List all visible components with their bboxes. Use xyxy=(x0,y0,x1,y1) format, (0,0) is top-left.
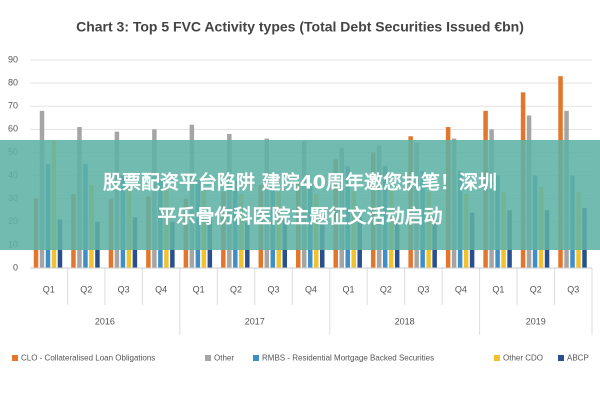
x-tick-label: Q1 xyxy=(342,284,354,294)
x-tick-label: Q3 xyxy=(268,284,280,294)
x-tick-label: Q1 xyxy=(492,284,504,294)
x-tick-label: Q3 xyxy=(567,284,579,294)
banner xyxy=(0,140,600,250)
legend-label: ABCP xyxy=(567,354,589,363)
legend-swatch xyxy=(12,355,18,361)
legend-swatch xyxy=(253,355,259,361)
y-tick-label: 60 xyxy=(8,124,18,134)
x-tick-label: Q2 xyxy=(530,284,542,294)
year-label: 2016 xyxy=(95,316,115,326)
x-tick-label: Q1 xyxy=(193,284,205,294)
legend-swatch xyxy=(494,355,500,361)
x-tick-label: Q1 xyxy=(43,284,55,294)
x-tick-label: Q4 xyxy=(455,284,467,294)
x-tick-label: Q2 xyxy=(380,284,392,294)
x-tick-label: Q4 xyxy=(155,284,167,294)
y-tick-label: 90 xyxy=(8,54,18,64)
banner-text: 股票配资平台陷阱 建院40周年邀您执笔！深圳 xyxy=(103,171,497,194)
y-tick-label: 70 xyxy=(8,101,18,111)
x-tick-label: Q3 xyxy=(118,284,130,294)
x-tick-label: Q2 xyxy=(80,284,92,294)
y-tick-label: 0 xyxy=(13,262,18,272)
x-tick-label: Q4 xyxy=(305,284,317,294)
year-label: 2019 xyxy=(526,316,546,326)
legend-swatch xyxy=(205,355,211,361)
chart-title: Chart 3: Top 5 FVC Activity types (Total… xyxy=(76,19,524,35)
year-label: 2017 xyxy=(245,316,265,326)
legend-label: Other CDO xyxy=(503,354,543,363)
y-tick-label: 80 xyxy=(8,77,18,87)
legend-label: Other xyxy=(214,354,234,363)
banner-text: 平乐骨伤科医院主题征文活动启动 xyxy=(157,205,442,228)
x-tick-label: Q2 xyxy=(230,284,242,294)
x-tick-label: Q3 xyxy=(417,284,429,294)
year-label: 2018 xyxy=(395,316,415,326)
legend-label: CLO - Collateralised Loan Obligations xyxy=(21,354,155,363)
legend-label: RMBS - Residential Mortgage Backed Secur… xyxy=(262,354,434,363)
legend-swatch xyxy=(558,355,564,361)
